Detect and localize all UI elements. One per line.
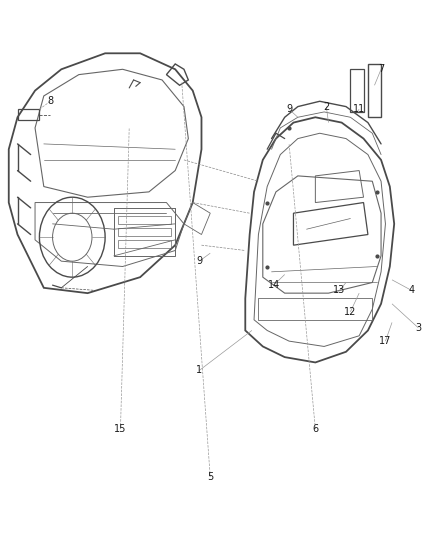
Text: 7: 7 [378,64,384,74]
Text: 9: 9 [286,104,292,114]
Text: 17: 17 [379,336,392,346]
Text: 2: 2 [323,102,329,111]
Text: 5: 5 [207,472,213,482]
Text: 6: 6 [312,424,318,434]
Text: 11: 11 [353,104,365,114]
Text: 13: 13 [333,286,346,295]
Text: 9: 9 [196,256,202,266]
Text: 15: 15 [114,424,127,434]
Text: 4: 4 [409,286,415,295]
Text: 12: 12 [344,307,357,317]
Text: 1: 1 [196,366,202,375]
Text: 14: 14 [268,280,280,290]
Text: 8: 8 [47,96,53,106]
Text: 3: 3 [415,323,421,333]
